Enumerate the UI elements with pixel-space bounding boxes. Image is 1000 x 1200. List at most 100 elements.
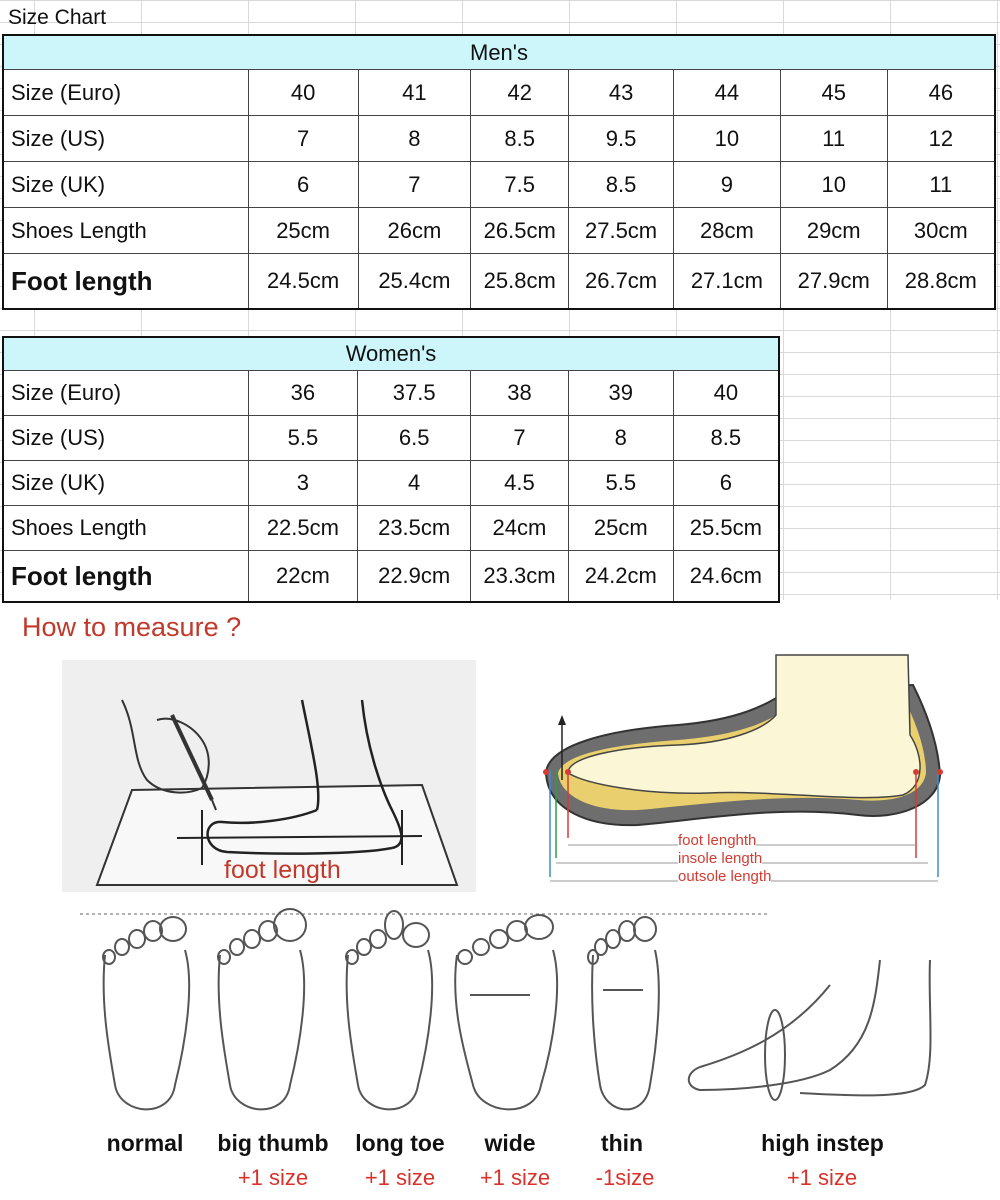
table-cell: 45	[779, 69, 888, 116]
row-label: Size (US)	[2, 415, 249, 461]
shoe-cross-section-illustration: foot lenghth insole length outsole lengt…	[528, 645, 960, 895]
foot-types-drawing	[80, 908, 932, 1111]
table-cell: 42	[470, 69, 570, 116]
foot-types-row: normal big thumb long toe wide thin high…	[75, 895, 975, 1195]
row-label: Foot length	[2, 253, 249, 310]
mens-size-table: Men's Size (Euro) 40 41 42 43 44 45 46 S…	[2, 34, 996, 310]
foot-type-label: long toe	[355, 1130, 445, 1156]
table-cell: 7.5	[470, 161, 570, 208]
table-cell: 5.5	[567, 460, 674, 506]
table-cell: 6	[672, 460, 780, 506]
table-cell: 24.5cm	[247, 253, 359, 310]
shoe-cross-section-drawing	[543, 654, 943, 882]
insole-length-label: insole length	[678, 850, 763, 867]
table-cell: 27.1cm	[672, 253, 781, 310]
foot-type-label: big thumb	[217, 1130, 329, 1156]
outsole-length-label: outsole length	[678, 868, 772, 885]
foot-length-caption: foot length	[224, 856, 341, 884]
table-cell: 4.5	[470, 460, 569, 506]
foot-type-label: high instep	[761, 1130, 884, 1156]
table-cell: 30cm	[886, 207, 996, 254]
table-cell: 7	[247, 115, 359, 162]
table-cell: 40	[672, 370, 780, 416]
foot-normal	[102, 916, 191, 1111]
foot-type-label: normal	[106, 1130, 184, 1156]
row-label: Size (US)	[2, 115, 249, 162]
row-label: Size (UK)	[2, 161, 249, 208]
table-cell: 22cm	[247, 550, 359, 603]
table-cell: 25cm	[567, 505, 674, 551]
table-cell: 28cm	[672, 207, 781, 254]
row-label: Shoes Length	[2, 207, 249, 254]
size-modifier: +1 size	[364, 1165, 436, 1190]
table-cell: 22.9cm	[357, 550, 472, 603]
table-cell: 22.5cm	[247, 505, 359, 551]
table-cell: 25.4cm	[357, 253, 472, 310]
table-cell: 7	[357, 161, 472, 208]
table-cell: 12	[886, 115, 996, 162]
size-modifier: +1 size	[786, 1165, 858, 1190]
table-cell: 43	[568, 69, 674, 116]
table-cell: 25.8cm	[470, 253, 570, 310]
sheet-title: Size Chart	[8, 6, 107, 29]
table-cell: 24.2cm	[567, 550, 674, 603]
foot-high-instep	[687, 959, 932, 1101]
table-cell: 39	[567, 370, 674, 416]
table-cell: 5.5	[247, 415, 359, 461]
foot-tracing-drawing	[95, 699, 459, 886]
table-cell: 26.7cm	[568, 253, 674, 310]
table-cell: 11	[886, 161, 996, 208]
table-cell: 29cm	[779, 207, 888, 254]
table-cell: 3	[247, 460, 359, 506]
table-cell: 41	[357, 69, 472, 116]
table-cell: 4	[357, 460, 472, 506]
table-cell: 11	[779, 115, 888, 162]
table-cell: 37.5	[357, 370, 472, 416]
table-cell: 44	[672, 69, 781, 116]
foot-tracing-illustration: foot length	[62, 660, 476, 892]
row-label: Size (Euro)	[2, 69, 249, 116]
table-cell: 10	[779, 161, 888, 208]
table-cell: 10	[672, 115, 781, 162]
row-label: Size (Euro)	[2, 370, 249, 416]
table-cell: 27.5cm	[568, 207, 674, 254]
how-to-measure-title: How to measure ?	[22, 612, 242, 642]
table-cell: 36	[247, 370, 359, 416]
table-cell: 40	[247, 69, 359, 116]
size-modifier: -1size	[595, 1165, 655, 1190]
table-cell: 7	[470, 415, 569, 461]
mens-header: Men's	[2, 34, 996, 70]
foot-thin	[587, 916, 660, 1111]
table-cell: 38	[470, 370, 569, 416]
table-cell: 6	[247, 161, 359, 208]
table-cell: 25cm	[247, 207, 359, 254]
foot-type-label: thin	[600, 1130, 644, 1156]
size-modifier: +1 size	[479, 1165, 551, 1190]
table-cell: 23.3cm	[470, 550, 569, 603]
row-label: Foot length	[2, 550, 249, 603]
table-cell: 46	[886, 69, 996, 116]
row-label: Shoes Length	[2, 505, 249, 551]
foot-length-label: foot lenghth	[678, 832, 757, 849]
table-cell: 28.8cm	[886, 253, 996, 310]
table-cell: 9.5	[568, 115, 674, 162]
table-cell: 26.5cm	[470, 207, 570, 254]
table-cell: 25.5cm	[672, 505, 780, 551]
foot-long-toe	[345, 910, 434, 1111]
womens-size-table: Women's Size (Euro) 36 37.5 38 39 40 Siz…	[2, 336, 780, 603]
table-cell: 26cm	[357, 207, 472, 254]
table-cell: 27.9cm	[779, 253, 888, 310]
table-cell: 8.5	[470, 115, 570, 162]
table-cell: 8.5	[568, 161, 674, 208]
size-modifier: +1 size	[237, 1165, 309, 1190]
table-cell: 8	[567, 415, 674, 461]
table-cell: 23.5cm	[357, 505, 472, 551]
table-cell: 8.5	[672, 415, 780, 461]
table-cell: 6.5	[357, 415, 472, 461]
table-cell: 24cm	[470, 505, 569, 551]
table-cell: 24.6cm	[672, 550, 780, 603]
row-label: Size (UK)	[2, 460, 249, 506]
table-cell: 9	[672, 161, 781, 208]
foot-wide	[454, 914, 559, 1111]
foot-big-thumb	[217, 908, 307, 1111]
